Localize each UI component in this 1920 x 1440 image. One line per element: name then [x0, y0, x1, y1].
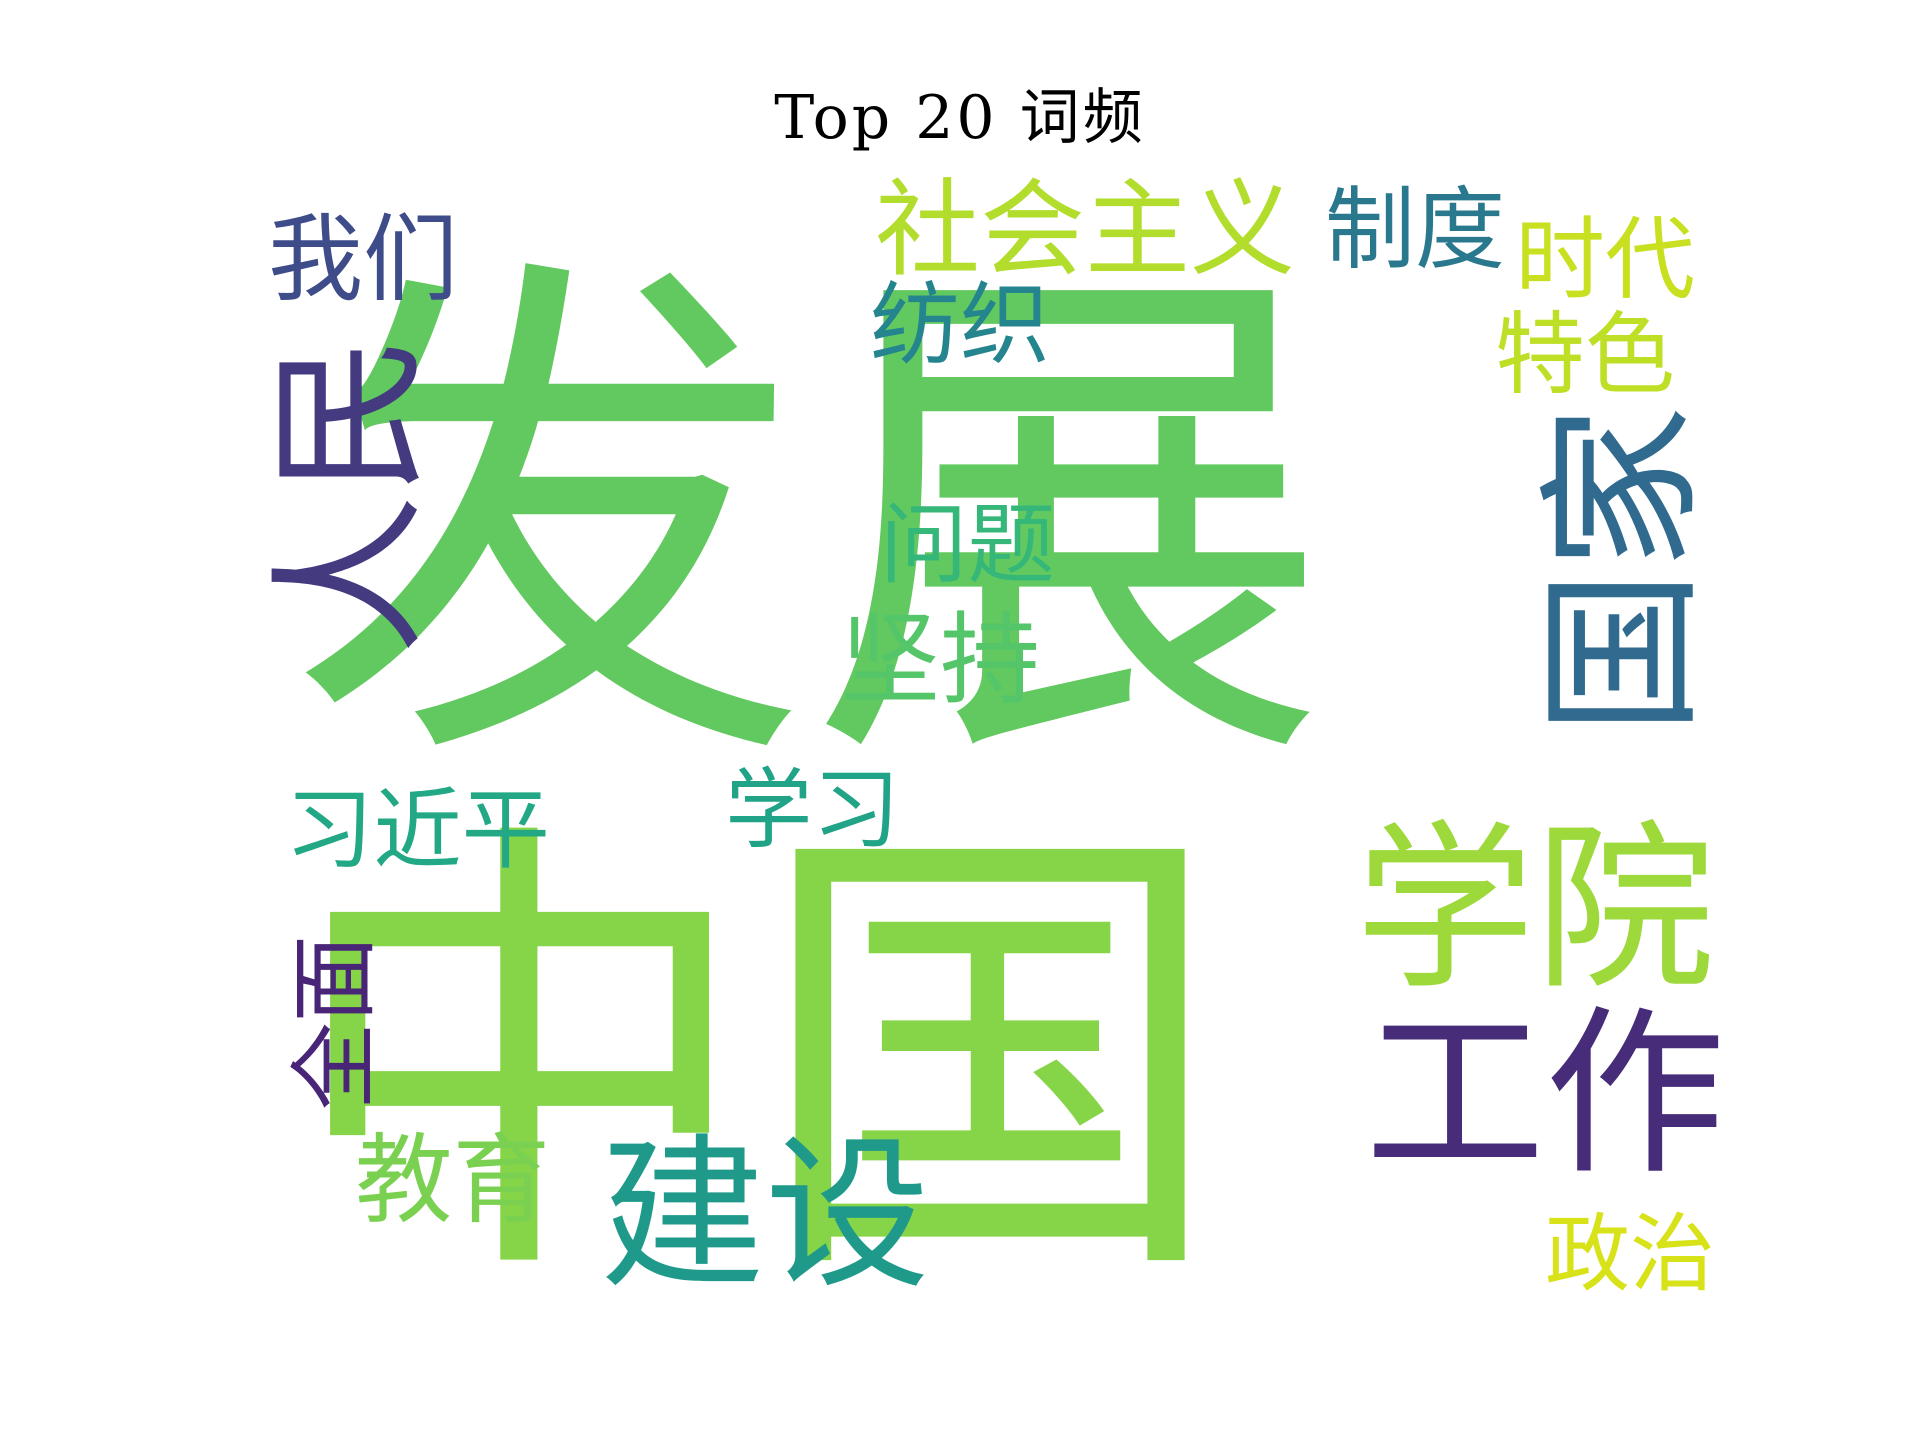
word-14: 问题	[880, 494, 1055, 596]
word-16: 习近平	[285, 779, 550, 882]
word-6: 学院	[1355, 806, 1715, 1015]
word-5: 工作	[1365, 991, 1725, 1200]
word-3: 人民	[257, 335, 444, 655]
word-9: 制度	[1325, 178, 1505, 283]
word-2: 中国	[285, 787, 1225, 1334]
word-1: 发展	[290, 219, 1330, 825]
word-19: 教育	[355, 1123, 550, 1237]
word-10: 我们	[268, 205, 458, 315]
word-4: 国家	[1527, 405, 1719, 735]
word-12: 纺织	[870, 273, 1050, 378]
word-18: 全面	[284, 935, 386, 1110]
word-20: 政治	[1545, 1206, 1715, 1305]
word-17: 学习	[725, 759, 900, 861]
chart-title: Top 20 词频	[774, 83, 1146, 153]
word-8: 社会主义	[875, 169, 1295, 291]
word-15: 坚持	[840, 602, 1040, 719]
word-11: 时代	[1515, 208, 1695, 313]
word-13: 特色	[1495, 303, 1675, 408]
word-7: 建设	[600, 1119, 930, 1311]
